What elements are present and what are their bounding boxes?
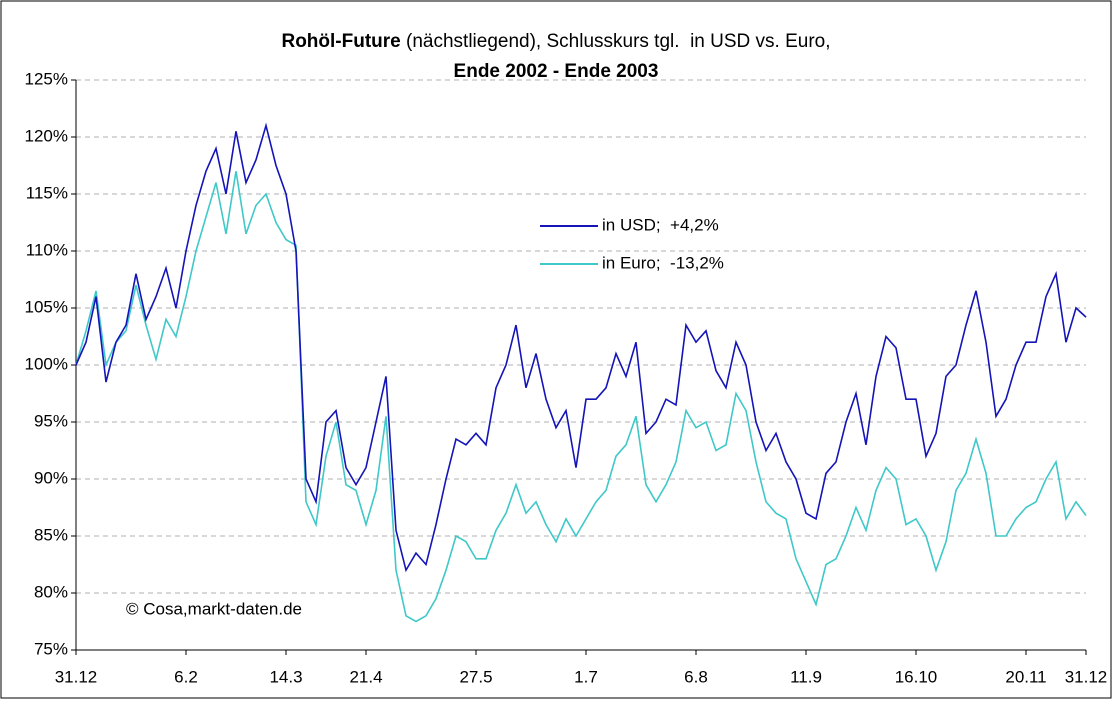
y-tick-label: 125%: [25, 69, 68, 88]
y-tick-label: 100%: [25, 354, 68, 373]
y-tick-label: 110%: [26, 240, 68, 259]
y-tick-label: 120%: [25, 126, 68, 145]
y-tick-label: 85%: [34, 525, 68, 544]
y-tick-label: 90%: [34, 468, 68, 487]
x-tick-label: 16.10: [895, 667, 938, 686]
line-series: [75, 171, 1087, 623]
chart-title: Rohöl-Future (nächstliegend), Schlusskur…: [281, 31, 830, 52]
x-tick-label: 6.8: [684, 667, 708, 686]
annotation: © Cosa,markt-daten.de: [126, 599, 302, 618]
y-tick-label: 75%: [34, 639, 68, 658]
x-tick-label: 1.7: [574, 667, 598, 686]
chart-subtitle: Ende 2002 - Ende 2003: [454, 61, 659, 82]
x-tick-label: 21.4: [349, 667, 382, 686]
y-tick-label: 105%: [25, 297, 68, 316]
x-tick-label: 6.2: [174, 667, 198, 686]
x-tick-label: 11.9: [790, 667, 822, 686]
x-tick-label: 14.3: [269, 667, 302, 686]
x-tick-label: 20.11: [1005, 667, 1046, 686]
y-tick-label: 115%: [26, 183, 68, 202]
y-tick-label: 80%: [34, 582, 68, 601]
x-tick-label: 31.12: [1065, 667, 1108, 686]
legend-label: in Euro; -13,2%: [602, 253, 724, 272]
line-series: [75, 122, 1087, 573]
title-rest: (nächstliegend), Schlusskurs tgl. in USD…: [401, 31, 831, 52]
x-tick-label: 27.5: [459, 667, 492, 686]
title-bold: Rohöl-Future: [281, 31, 400, 52]
x-tick-label: 31.12: [55, 667, 98, 686]
legend-label: in USD; +4,2%: [602, 215, 719, 234]
y-tick-label: 95%: [34, 411, 68, 430]
